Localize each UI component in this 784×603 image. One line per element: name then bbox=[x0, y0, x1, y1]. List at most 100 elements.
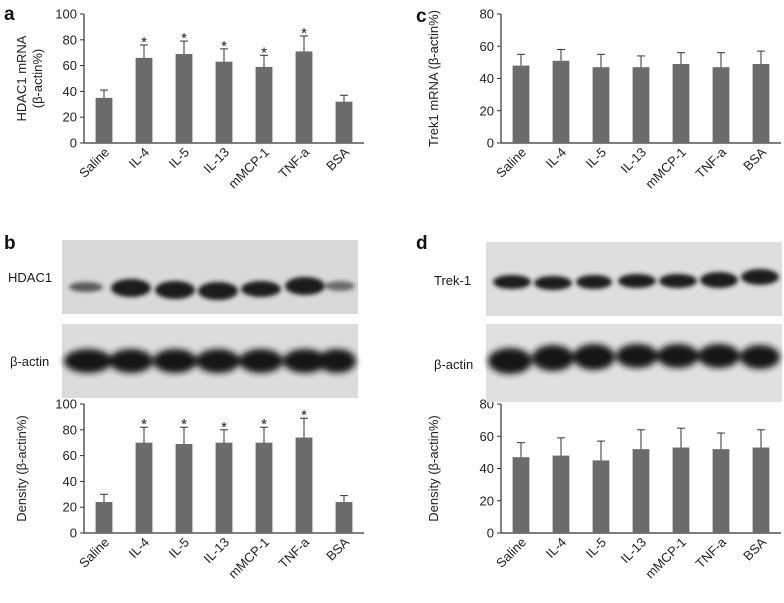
category-label: mMCP-1 bbox=[642, 145, 689, 192]
category-label: IL-13 bbox=[201, 145, 233, 177]
y-tick-label: 0 bbox=[487, 136, 494, 151]
significance-star: * bbox=[301, 407, 307, 424]
category-label: TNF-a bbox=[692, 144, 729, 181]
y-tick-label: 0 bbox=[70, 136, 77, 151]
bar bbox=[255, 442, 273, 533]
y-axis-title: HDAC1 mRNA bbox=[14, 35, 29, 121]
y-tick-label: 80 bbox=[63, 422, 77, 437]
significance-star: * bbox=[181, 416, 187, 433]
panel-letter-b: b bbox=[4, 233, 16, 254]
panel-letter-c: c bbox=[416, 6, 427, 27]
y-tick-label: 100 bbox=[55, 397, 77, 412]
bar bbox=[712, 449, 730, 533]
blot-label-beta-actin-b: β-actin bbox=[10, 354, 49, 369]
chart-c: 0 20 40 60 80 Trek1 mRNA (β-actin%) Saline IL-4… bbox=[426, 7, 781, 192]
blot-image-beta-actin-b bbox=[62, 324, 358, 398]
category-label: Saline bbox=[76, 145, 112, 181]
y-axis-title: Density (β-actin%) bbox=[14, 415, 29, 521]
significance-star: * bbox=[141, 416, 147, 433]
category-label: mMCP-1 bbox=[642, 535, 689, 582]
significance-star: * bbox=[301, 25, 307, 42]
significance-star: * bbox=[261, 416, 267, 433]
bar bbox=[95, 502, 113, 533]
category-label: BSA bbox=[323, 534, 352, 563]
category-label: Saline bbox=[76, 535, 112, 571]
bar bbox=[175, 53, 193, 143]
y-tick-label: 80 bbox=[480, 7, 494, 22]
significance-star: * bbox=[221, 419, 227, 436]
bar bbox=[335, 502, 353, 533]
bar bbox=[512, 65, 530, 143]
significance-star: * bbox=[221, 38, 227, 55]
y-tick-label: 40 bbox=[480, 461, 494, 476]
bar bbox=[295, 51, 313, 143]
category-label: IL-13 bbox=[201, 535, 233, 567]
bar bbox=[175, 443, 193, 533]
category-label: BSA bbox=[740, 144, 769, 173]
bar bbox=[552, 60, 570, 144]
category-label: BSA bbox=[323, 144, 352, 173]
blot-label-trek1: Trek-1 bbox=[434, 273, 471, 288]
bar bbox=[255, 66, 273, 143]
y-tick-label: 60 bbox=[480, 39, 494, 54]
bar bbox=[95, 97, 113, 143]
category-label: IL-4 bbox=[126, 535, 152, 561]
y-tick-label: 20 bbox=[63, 110, 77, 125]
category-label: IL-4 bbox=[543, 535, 569, 561]
y-axis-title: (β-actin%) bbox=[30, 49, 45, 108]
category-label: IL-5 bbox=[583, 535, 609, 561]
y-axis-title: Trek1 mRNA (β-actin%) bbox=[426, 10, 441, 147]
chart-b: 0 20 40 60 80 100 Density (β-actin%) Saline * IL-… bbox=[14, 397, 364, 582]
y-tick-label: 40 bbox=[63, 84, 77, 99]
blot-label-beta-actin-d: β-actin bbox=[434, 357, 473, 372]
bar bbox=[752, 63, 770, 143]
blot-image-hdac1 bbox=[62, 240, 358, 314]
y-tick-label: 40 bbox=[63, 474, 77, 489]
category-label: IL-5 bbox=[166, 145, 192, 171]
category-label: Saline bbox=[493, 535, 529, 571]
y-tick-label: 60 bbox=[480, 429, 494, 444]
y-tick-label: 0 bbox=[70, 526, 77, 541]
y-tick-label: 80 bbox=[63, 32, 77, 47]
panel-letter-a: a bbox=[4, 4, 15, 25]
bar bbox=[215, 442, 233, 533]
bar bbox=[592, 460, 610, 533]
bar bbox=[712, 67, 730, 143]
category-label: TNF-a bbox=[275, 144, 312, 181]
y-tick-label: 60 bbox=[63, 448, 77, 463]
bar bbox=[135, 442, 153, 533]
bar bbox=[672, 63, 690, 143]
y-tick-label: 20 bbox=[480, 103, 494, 118]
y-tick-label: 60 bbox=[63, 58, 77, 73]
bar bbox=[752, 447, 770, 533]
significance-star: * bbox=[181, 30, 187, 47]
bar bbox=[632, 67, 650, 143]
significance-star: * bbox=[261, 44, 267, 61]
bar bbox=[632, 449, 650, 533]
bar bbox=[592, 67, 610, 143]
category-label: TNF-a bbox=[275, 534, 312, 571]
y-tick-label: 20 bbox=[63, 500, 77, 515]
category-label: Saline bbox=[493, 145, 529, 181]
y-axis-title: Density (β-actin%) bbox=[426, 415, 441, 521]
blot-image-trek1 bbox=[486, 242, 782, 316]
bar bbox=[335, 101, 353, 143]
category-label: mMCP-1 bbox=[225, 145, 272, 192]
y-tick-label: 20 bbox=[480, 493, 494, 508]
blot-image-beta-actin-d bbox=[486, 324, 782, 402]
category-label: IL-13 bbox=[618, 145, 650, 177]
category-label: IL-4 bbox=[126, 145, 152, 171]
category-label: mMCP-1 bbox=[225, 535, 272, 582]
category-label: IL-5 bbox=[166, 535, 192, 561]
category-label: IL-13 bbox=[618, 535, 650, 567]
bar bbox=[512, 457, 530, 533]
bar bbox=[552, 455, 570, 533]
category-label: TNF-a bbox=[692, 534, 729, 571]
category-label: BSA bbox=[740, 534, 769, 563]
y-tick-label: 40 bbox=[480, 71, 494, 86]
panel-letter-d: d bbox=[416, 233, 428, 254]
bar bbox=[135, 57, 153, 143]
blot-label-hdac1: HDAC1 bbox=[8, 270, 52, 285]
